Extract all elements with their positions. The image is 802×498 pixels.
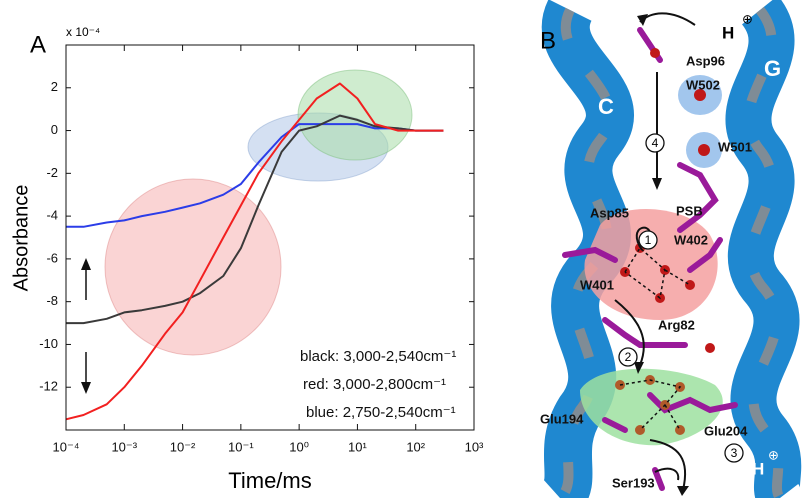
legend-entry: blue: 2,750-2,540cm⁻¹ xyxy=(306,404,456,421)
y-tick-label: -10 xyxy=(39,336,58,351)
water-label: W502 xyxy=(686,77,720,92)
y-tick-label: -2 xyxy=(46,165,58,180)
y-tick-label: -12 xyxy=(39,379,58,394)
legend-entry: black: 3,000-2,540cm⁻¹ xyxy=(300,348,456,365)
helix-label: C xyxy=(598,94,614,119)
y-tick-label: 2 xyxy=(51,79,58,94)
y-tick-label: -6 xyxy=(46,250,58,265)
y-tick-label: -4 xyxy=(46,208,58,223)
pink-cavity xyxy=(584,208,718,320)
y-tick-label: -8 xyxy=(46,293,58,308)
panel-label: B xyxy=(540,27,556,54)
residue-label: Glu204 xyxy=(704,423,748,438)
residue-label: Arg82 xyxy=(658,317,695,332)
water-label: W401 xyxy=(580,277,614,292)
residue-label: Asp85 xyxy=(590,205,629,220)
x-tick-label: 10⁻³ xyxy=(111,439,137,454)
data-line xyxy=(65,82,444,421)
residue-label: Asp96 xyxy=(686,53,725,68)
helix-label: G xyxy=(764,56,781,81)
helix-g-edge xyxy=(743,6,785,498)
highlight xyxy=(104,178,282,356)
y-axis-title: Absorbance xyxy=(10,185,32,292)
proton-label: H xyxy=(722,23,734,42)
water-label: W402 xyxy=(674,232,708,247)
data-line xyxy=(66,114,444,325)
x-tick-label: 10⁰ xyxy=(289,439,309,454)
plot-frame xyxy=(65,44,475,431)
residue-label: Ser193 xyxy=(612,475,655,490)
helix-c-edge xyxy=(556,7,615,498)
plot-area xyxy=(65,82,444,421)
x-tick-label: 10⁻¹ xyxy=(228,439,254,454)
residue-label: Glu194 xyxy=(540,411,584,426)
schiff-base-label: PSB xyxy=(676,203,703,218)
x-tick-label: 10⁻⁴ xyxy=(53,439,80,454)
step-number: 1 xyxy=(645,233,652,247)
step-number: 3 xyxy=(731,446,738,460)
charge-label: ⊕ xyxy=(742,11,753,26)
water-label: W501 xyxy=(718,139,752,154)
charge-label: ⊕ xyxy=(768,447,779,462)
x-tick-label: 10⁻² xyxy=(170,439,196,454)
x-tick-label: 10² xyxy=(406,439,425,454)
structure-illustration: B H ⊕ Asp96 W502 W501 C G 4 Asp85 PSB 1 … xyxy=(540,0,802,498)
proton-label: H xyxy=(752,459,764,478)
y-multiplier: x 10⁻⁴ xyxy=(66,25,100,39)
arrows xyxy=(81,258,91,394)
highlight xyxy=(297,69,413,161)
x-tick-label: 10¹ xyxy=(348,439,367,454)
step-number: 2 xyxy=(625,350,632,364)
y-tick-label: 0 xyxy=(51,122,58,137)
legend-entry: red: 3,000-2,800cm⁻¹ xyxy=(303,376,446,393)
panel-label: A xyxy=(30,31,46,58)
step-number: 4 xyxy=(652,136,659,150)
x-axis-title: Time/ms xyxy=(228,468,312,493)
x-tick-label: 10³ xyxy=(465,439,484,454)
data-line xyxy=(66,123,444,228)
